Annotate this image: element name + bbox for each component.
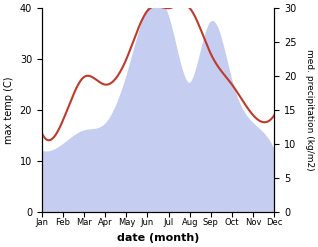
Y-axis label: max temp (C): max temp (C) (4, 76, 14, 144)
Y-axis label: med. precipitation (kg/m2): med. precipitation (kg/m2) (305, 49, 314, 171)
X-axis label: date (month): date (month) (117, 233, 199, 243)
